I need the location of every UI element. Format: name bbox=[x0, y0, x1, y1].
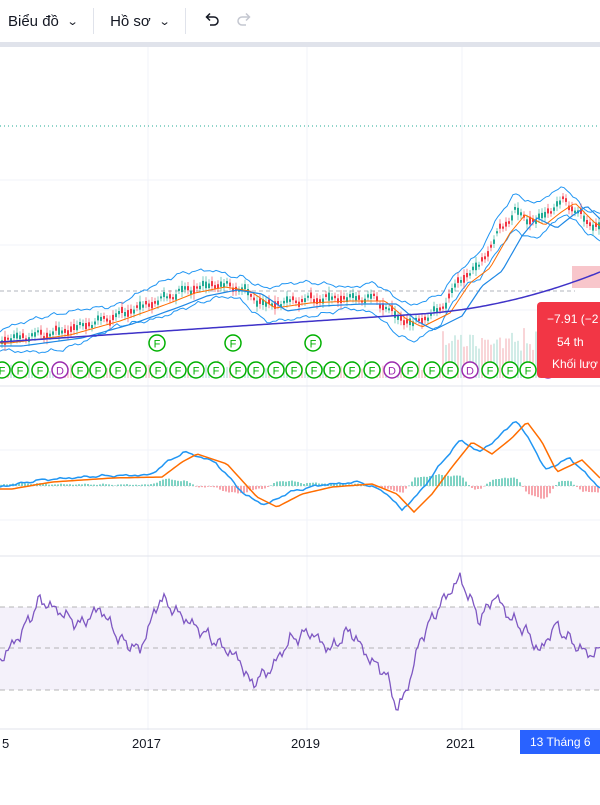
crosshair-date-label: 13 Tháng 6 bbox=[520, 730, 600, 754]
marker-label: F bbox=[310, 339, 317, 351]
marker-label: F bbox=[17, 366, 24, 378]
financial-marker[interactable]: F bbox=[89, 361, 107, 379]
marker-label: F bbox=[0, 366, 6, 378]
undo-icon bbox=[205, 12, 219, 26]
marker-label: F bbox=[329, 366, 336, 378]
x-axis-label: 2019 bbox=[291, 736, 320, 751]
chart-canvas[interactable]: FFFDFFFFFFFFFFFFFFFFDFFFDFFFDFFF bbox=[0, 47, 600, 800]
price-change: −7.91 (−2 bbox=[547, 312, 599, 326]
financial-marker[interactable]: F bbox=[149, 361, 167, 379]
volume-label: Khối lượ bbox=[552, 357, 598, 371]
marker-label: F bbox=[349, 366, 356, 378]
financial-marker[interactable]: F bbox=[247, 361, 265, 379]
price-tooltip: −7.91 (−2 54 th Khối lượ bbox=[537, 302, 600, 378]
financial-marker[interactable]: F bbox=[304, 334, 322, 352]
marker-label: F bbox=[115, 366, 122, 378]
event-markers[interactable]: FFFDFFFFFFFFFFFFFFFFDFFFDFFFDFFF bbox=[0, 334, 557, 379]
x-axis-label: 5 bbox=[2, 736, 10, 751]
toolbar-border bbox=[0, 42, 600, 47]
financial-marker[interactable]: F bbox=[31, 361, 49, 379]
financial-marker[interactable]: F bbox=[229, 361, 247, 379]
marker-label: F bbox=[230, 339, 237, 351]
marker-label: F bbox=[447, 366, 454, 378]
macd-line bbox=[0, 420, 600, 512]
redo-button[interactable] bbox=[228, 5, 262, 37]
marker-label: F bbox=[273, 366, 280, 378]
x-axis-label: 2021 bbox=[446, 736, 475, 751]
marker-label: F bbox=[235, 366, 242, 378]
financial-marker[interactable]: F bbox=[267, 361, 285, 379]
volume-value: 54 th bbox=[557, 335, 584, 349]
chevron-down-icon: ⌄ bbox=[158, 15, 171, 28]
financial-marker[interactable]: F bbox=[187, 361, 205, 379]
marker-label: D bbox=[466, 366, 474, 378]
financial-marker[interactable]: F bbox=[207, 361, 225, 379]
marker-label: F bbox=[369, 366, 376, 378]
candlesticks bbox=[1, 193, 600, 351]
financial-marker[interactable]: F bbox=[323, 361, 341, 379]
bollinger-bands bbox=[0, 186, 600, 354]
financial-marker[interactable]: F bbox=[401, 361, 419, 379]
marker-label: F bbox=[37, 366, 44, 378]
chevron-down-icon: ⌄ bbox=[66, 15, 79, 28]
toolbar-divider bbox=[185, 8, 186, 34]
rsi-band bbox=[0, 607, 600, 690]
financial-marker[interactable]: F bbox=[224, 334, 242, 352]
dividend-marker[interactable]: D bbox=[51, 361, 69, 379]
marker-label: F bbox=[253, 366, 260, 378]
financial-marker[interactable]: F bbox=[129, 361, 147, 379]
financial-marker[interactable]: F bbox=[285, 361, 303, 379]
financial-marker[interactable]: F bbox=[343, 361, 361, 379]
financial-marker[interactable]: F bbox=[363, 361, 381, 379]
top-toolbar: Biểu đồ ⌄ Hồ sơ ⌄ bbox=[0, 0, 600, 42]
financial-marker[interactable]: F bbox=[305, 361, 323, 379]
marker-label: D bbox=[56, 366, 64, 378]
marker-label: F bbox=[175, 366, 182, 378]
financial-marker[interactable]: F bbox=[11, 361, 29, 379]
rsi-line bbox=[0, 572, 600, 711]
marker-label: F bbox=[407, 366, 414, 378]
macd-histogram bbox=[0, 474, 599, 499]
marker-label: F bbox=[154, 339, 161, 351]
financial-marker[interactable]: F bbox=[71, 361, 89, 379]
profile-menu-button[interactable]: Hồ sơ ⌄ bbox=[102, 5, 177, 37]
marker-label: F bbox=[77, 366, 84, 378]
dividend-marker[interactable]: D bbox=[383, 361, 401, 379]
macd-signal-line bbox=[0, 422, 600, 514]
financial-marker[interactable]: F bbox=[169, 361, 187, 379]
financial-marker[interactable]: F bbox=[519, 361, 537, 379]
marker-label: F bbox=[525, 366, 532, 378]
moving-averages bbox=[0, 203, 600, 347]
chart-menu-button[interactable]: Biểu đồ ⌄ bbox=[0, 5, 85, 37]
marker-label: F bbox=[193, 366, 200, 378]
toolbar-divider bbox=[93, 8, 95, 34]
marker-label: F bbox=[429, 366, 436, 378]
financial-marker[interactable]: F bbox=[148, 334, 166, 352]
marker-label: F bbox=[507, 366, 514, 378]
dividend-marker[interactable]: D bbox=[461, 361, 479, 379]
financial-marker[interactable]: F bbox=[501, 361, 519, 379]
marker-label: F bbox=[155, 366, 162, 378]
x-axis-label: 2017 bbox=[132, 736, 161, 751]
marker-label: F bbox=[135, 366, 142, 378]
marker-label: F bbox=[213, 366, 220, 378]
financial-marker[interactable]: F bbox=[0, 361, 11, 379]
chart-menu-label: Biểu đồ bbox=[8, 12, 59, 30]
financial-marker[interactable]: F bbox=[481, 361, 499, 379]
financial-marker[interactable]: F bbox=[423, 361, 441, 379]
undo-button[interactable] bbox=[194, 5, 228, 37]
financial-marker[interactable]: F bbox=[109, 361, 127, 379]
redo-icon bbox=[237, 12, 251, 26]
marker-label: F bbox=[311, 366, 318, 378]
marker-label: F bbox=[291, 366, 298, 378]
profile-menu-label: Hồ sơ bbox=[110, 12, 151, 30]
marker-label: F bbox=[95, 366, 102, 378]
marker-label: F bbox=[487, 366, 494, 378]
financial-marker[interactable]: F bbox=[441, 361, 459, 379]
chart-area[interactable]: FFFDFFFFFFFFFFFFFFFFDFFFDFFFDFFF bbox=[0, 47, 600, 800]
marker-label: D bbox=[388, 366, 396, 378]
